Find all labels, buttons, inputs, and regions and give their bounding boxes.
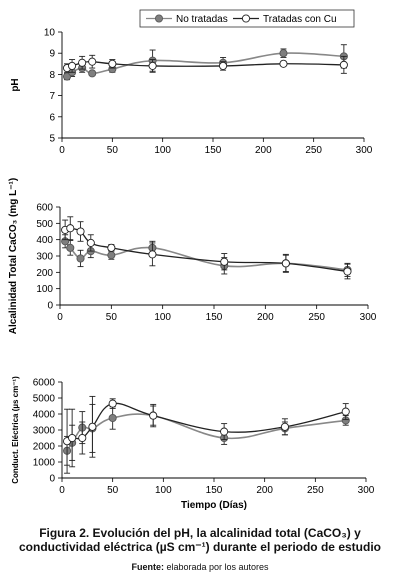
source-label: Fuente:	[131, 562, 164, 572]
x-tick-label: 250	[308, 312, 325, 323]
y-tick-label: 0	[49, 474, 55, 485]
data-point-tratadas	[279, 59, 288, 68]
x-tick-label: 200	[257, 312, 274, 323]
panel-conductividad: 0 1000 2000 3000 4000 5000 6000 0 50 100 150 200 250…	[11, 376, 375, 511]
data-point-tratadas	[339, 60, 348, 69]
data-point-tratadas	[148, 250, 157, 259]
data-point-no-tratadas	[66, 243, 75, 252]
x-tick-label: 300	[356, 145, 373, 156]
data-point-no-tratadas	[108, 413, 117, 423]
data-point-tratadas	[68, 61, 77, 70]
y-tick-label: 0	[47, 301, 53, 312]
series-line-tratadas	[66, 402, 346, 442]
y-tick-label: 8	[49, 70, 55, 81]
x-tick-label: 200	[255, 145, 272, 156]
data-point-tratadas	[220, 427, 229, 436]
y-tick-label: 400	[36, 235, 53, 246]
x-tick-label: 100	[154, 312, 171, 323]
data-point-tratadas	[76, 227, 85, 236]
data-point-tratadas	[220, 257, 229, 266]
data-point-tratadas	[78, 433, 87, 443]
y-tick-label: 6000	[33, 378, 56, 389]
x-tick-label: 300	[358, 485, 375, 496]
data-point-no-tratadas	[88, 69, 97, 78]
x-tick-label: 50	[107, 485, 119, 496]
data-point-tratadas	[88, 57, 97, 66]
data-point-tratadas	[108, 399, 117, 408]
data-point-tratadas	[343, 267, 352, 276]
y-tick-label: 1000	[33, 458, 56, 469]
data-point-tratadas	[281, 259, 290, 268]
x-tick-label: 50	[107, 145, 119, 156]
data-point-no-tratadas	[107, 251, 116, 260]
y-tick-label: 2000	[33, 442, 56, 453]
figure-caption: Figura 2. Evolución del pH, la alcalinid…	[0, 526, 400, 554]
legend-label-tratadas: Tratadas con Cu	[263, 14, 337, 25]
x-axis-label: Tiempo (Días)	[181, 500, 247, 511]
y-tick-label: 4000	[33, 410, 56, 421]
data-point-tratadas	[341, 407, 350, 416]
data-point-tratadas	[68, 433, 77, 443]
y-tick-label: 5	[49, 134, 55, 145]
data-point-tratadas	[88, 422, 97, 431]
data-point-tratadas	[78, 58, 87, 67]
x-tick-label: 150	[206, 485, 223, 496]
data-point-no-tratadas	[279, 49, 288, 58]
data-point-tratadas	[280, 422, 289, 431]
data-point-tratadas	[219, 61, 228, 70]
panel-alcalinidad: 0 100 200 300 400 500 600 0 50 100 150 200 250 300 Alc…	[8, 178, 377, 334]
y-axis-label: pH	[10, 78, 21, 91]
x-tick-label: 200	[256, 485, 273, 496]
data-point-tratadas	[66, 224, 75, 233]
series-line-tratadas	[64, 227, 348, 273]
y-axis-label: Alcalinidad Total CaCO₃ (mg L⁻¹)	[8, 178, 19, 334]
y-tick-label: 500	[36, 219, 53, 230]
source-text: elaborada por los autores	[163, 562, 269, 572]
y-tick-label: 9	[49, 49, 55, 60]
y-tick-label: 300	[36, 252, 53, 263]
data-point-tratadas	[107, 243, 116, 252]
x-tick-label: 0	[59, 145, 65, 156]
x-tick-label: 50	[106, 312, 118, 323]
x-tick-label: 250	[307, 485, 324, 496]
y-tick-label: 6	[49, 112, 55, 123]
legend: No tratadas Tratadas con Cu	[139, 9, 355, 28]
series-line-no-tratadas	[66, 413, 346, 452]
x-tick-label: 300	[360, 312, 377, 323]
legend-label-no-tratadas: No tratadas	[176, 14, 228, 25]
data-point-no-tratadas	[62, 72, 72, 81]
y-tick-label: 100	[36, 284, 53, 295]
y-tick-label: 7	[49, 91, 55, 102]
y-tick-label: 5000	[33, 394, 56, 405]
data-point-tratadas	[108, 59, 117, 68]
y-tick-label: 600	[36, 203, 53, 214]
x-tick-label: 0	[57, 312, 63, 323]
x-tick-label: 150	[206, 312, 223, 323]
x-tick-label: 0	[59, 485, 65, 496]
x-tick-label: 100	[154, 145, 171, 156]
data-point-no-tratadas	[76, 254, 85, 263]
x-tick-label: 250	[305, 145, 322, 156]
y-tick-label: 200	[36, 268, 53, 279]
figure-source: Fuente: elaborada por los autores	[0, 562, 400, 572]
y-axis-label: Conduct. Eléctrica (µs cm⁻¹)	[11, 376, 20, 484]
data-point-tratadas	[86, 238, 95, 247]
y-tick-label: 10	[44, 28, 56, 39]
data-point-tratadas	[148, 61, 157, 70]
legend-marker-tratadas	[241, 14, 251, 23]
data-point-tratadas	[149, 411, 158, 420]
x-tick-label: 100	[155, 485, 172, 496]
y-tick-label: 3000	[33, 426, 56, 437]
caption-line-1: Figura 2. Evolución del pH, la alcalinid…	[39, 526, 361, 540]
caption-line-2: conductividad eléctrica (µS cm⁻¹) durant…	[19, 540, 381, 554]
x-tick-label: 150	[205, 145, 222, 156]
legend-marker-no-tratadas	[154, 14, 163, 23]
